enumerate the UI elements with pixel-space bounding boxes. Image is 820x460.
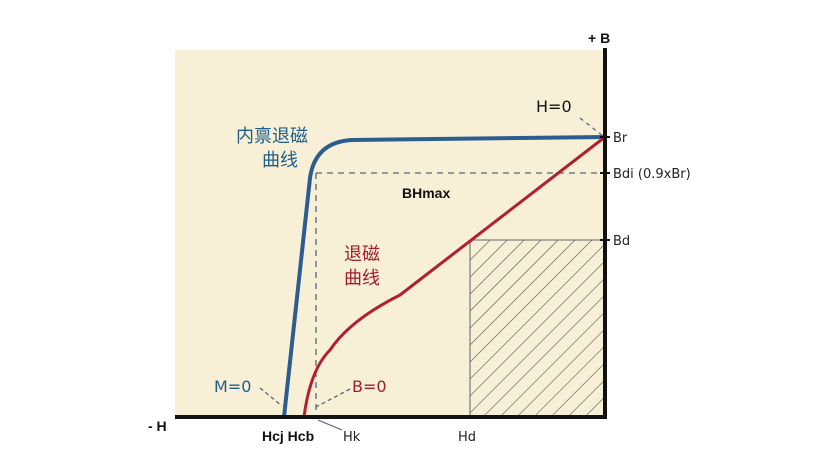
hcj-hcb-label: Hcj Hcb [262, 428, 314, 444]
bdi-label: Bdi (0.9xBr) [613, 167, 691, 182]
bhmax-hatched-area [469, 239, 606, 418]
b0-label: B=0 [352, 377, 387, 396]
y-axis-label: + B [588, 30, 610, 46]
hd-label: Hd [458, 430, 476, 445]
intrinsic-demag-curve [282, 135, 607, 419]
x-axis-label: - H [148, 418, 167, 434]
intrinsic-curve-label-line2: 曲线 [262, 150, 298, 171]
hk-label: Hk [343, 430, 361, 445]
normal-demag-curve [302, 135, 607, 419]
intrinsic-curve-label-line1: 内禀退磁 [236, 125, 308, 147]
normal-curve-label-line1: 退磁 [344, 244, 380, 265]
normal-curve-label-line2: 曲线 [344, 268, 380, 289]
br-label: Br [613, 131, 628, 146]
m0-pointer [259, 387, 283, 407]
bhmax-label: BHmax [402, 185, 450, 201]
br-dashed-line [579, 117, 604, 137]
bd-label: Bd [613, 234, 630, 249]
h0-label: H=0 [536, 97, 572, 116]
m0-label: M=0 [214, 377, 251, 396]
hk-pointer [317, 419, 343, 431]
